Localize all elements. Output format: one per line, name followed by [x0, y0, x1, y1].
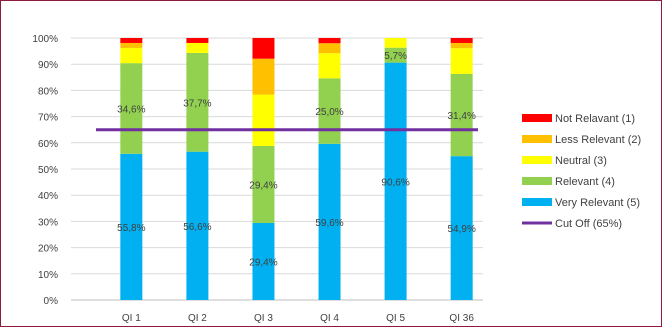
- bar-segment: [186, 52, 209, 152]
- y-tick-label: 0%: [44, 296, 59, 307]
- bar-segment: [384, 62, 407, 301]
- legend-label: Neutral (3): [555, 155, 607, 167]
- data-label: 55,8%: [117, 223, 145, 234]
- y-tick-label: 40%: [38, 191, 58, 202]
- legend-swatch: [522, 114, 552, 122]
- legend-label: Very Relevant (5): [555, 197, 640, 209]
- data-label: 54,9%: [447, 224, 475, 235]
- bar-segment: [186, 151, 209, 300]
- bar-segment: [252, 38, 275, 59]
- legend-label: Cut Off (65%): [555, 218, 622, 230]
- x-tick-label: QI 2: [188, 313, 207, 324]
- y-tick-label: 10%: [38, 270, 58, 281]
- y-tick-label: 90%: [38, 60, 58, 71]
- data-label: 5,7%: [384, 51, 407, 62]
- data-label: 34,6%: [117, 104, 145, 115]
- legend-swatch: [522, 198, 552, 206]
- data-label: 59,6%: [315, 218, 343, 229]
- x-tick-label: QI 1: [122, 313, 141, 324]
- y-tick-label: 30%: [38, 217, 58, 228]
- x-tick-label: QI 5: [386, 313, 405, 324]
- bar-segment: [318, 78, 341, 144]
- bar-segment: [186, 42, 209, 53]
- legend-label: Relevant (4): [555, 176, 615, 188]
- bar-segment: [252, 222, 275, 300]
- legend-swatch: [522, 156, 552, 164]
- data-label: 29,4%: [249, 257, 277, 268]
- y-tick-label: 80%: [38, 86, 58, 97]
- y-tick-label: 70%: [38, 113, 58, 124]
- bar-segment: [252, 145, 275, 223]
- legend-swatch: [522, 135, 552, 143]
- bar-segment: [186, 38, 209, 43]
- bar-segment: [450, 48, 473, 74]
- y-tick-label: 20%: [38, 244, 58, 255]
- bar-segment: [120, 38, 143, 43]
- bar-segment: [318, 143, 341, 300]
- bar-segment: [384, 38, 407, 48]
- bar-segment: [318, 38, 341, 44]
- bar-segment: [450, 38, 473, 43]
- bar-segment: [120, 153, 143, 300]
- data-label: 37,7%: [183, 98, 211, 109]
- legend-swatch: [522, 177, 552, 185]
- bar-segment: [120, 47, 143, 64]
- x-tick-label: QI 4: [320, 313, 339, 324]
- data-label: 56,6%: [183, 222, 211, 233]
- x-tick-label: QI 3: [254, 313, 273, 324]
- bar-segment: [318, 53, 341, 79]
- bar-segment: [384, 47, 407, 63]
- data-label: 90,6%: [381, 177, 409, 188]
- y-tick-label: 60%: [38, 139, 58, 150]
- y-tick-label: 50%: [38, 165, 58, 176]
- legend-label: Not Relavant (1): [555, 113, 635, 125]
- bar-segment: [450, 156, 473, 300]
- bar-segment: [252, 94, 275, 146]
- x-tick-label: QI 36: [449, 313, 474, 324]
- legend-label: Less Relevant (2): [555, 134, 641, 146]
- data-label: 29,4%: [249, 180, 277, 191]
- bar-segment: [318, 43, 341, 54]
- bar-segment: [252, 58, 275, 95]
- data-label: 25,0%: [315, 107, 343, 118]
- data-label: 31,4%: [447, 111, 475, 122]
- bar-segment: [120, 42, 143, 48]
- stacked-bar-chart: 0% 10% 20% 30% 40% 50% 60% 70% 80% 90% 100% QI 1 QI …: [32, 34, 641, 324]
- bar-segment: [450, 73, 473, 157]
- bar-segment: [450, 42, 473, 49]
- y-tick-label: 100%: [32, 34, 58, 45]
